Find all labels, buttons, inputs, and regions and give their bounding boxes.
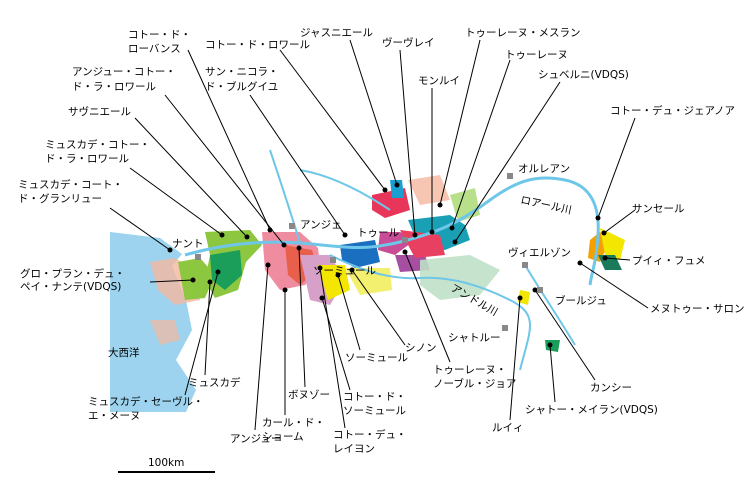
label: コトー・ド・ (343, 391, 406, 403)
label: ジャスニエール (300, 27, 373, 39)
labels: コトー・ド・ ローバンス コトー・ド・ロワール ジャスニエール ヴーヴレイ トゥ… (18, 27, 745, 469)
label: ローバンス (128, 43, 181, 55)
label: コトー・ド・ロワール (205, 39, 310, 51)
label: ド・グランリュー (18, 192, 102, 205)
city-label: ブールジュ (555, 294, 607, 307)
city-label: ナント (172, 238, 204, 250)
label: ルイィ (492, 422, 524, 434)
city-label: トゥール (357, 227, 399, 239)
city-markers (195, 173, 543, 331)
label: トゥーレーヌ (505, 49, 568, 61)
label: シノン (405, 342, 437, 354)
label: コトー・デュ・ジェアノア (610, 104, 735, 117)
city-label: ヴィエルゾン (508, 246, 571, 259)
label: ド・ラ・ロワール (72, 81, 156, 93)
label: ソーミュール (343, 405, 406, 417)
label: ペイ・ナンテ(VDQS) (20, 281, 121, 293)
label: カール・ド・ (262, 417, 325, 429)
label: ミュスカデ・セーヴル・ (88, 395, 204, 408)
label: メヌトゥー・サロン (650, 303, 745, 315)
city-label: アンジェ (300, 219, 342, 231)
label: アンジュー・コトー・ (72, 66, 176, 78)
label: エ・メーヌ (88, 410, 141, 422)
city-label: オルレアン (518, 163, 570, 175)
label: ミュスカデ・コトー・ (45, 138, 150, 151)
city-label: ソーミュール (313, 265, 376, 277)
label: ド・ブルグイユ (205, 80, 278, 93)
label: カンシー (590, 382, 632, 394)
label: モンルイ (418, 75, 460, 87)
leaders (109, 39, 649, 431)
rivers (184, 149, 600, 371)
label: シュベルニ(VDQS) (538, 69, 629, 81)
city-label: シャトルー (448, 332, 501, 344)
label: コトー・ド・ (128, 29, 191, 41)
scale-label: 100km (148, 457, 184, 469)
label: ド・ラ・ロワール (45, 153, 129, 165)
label: トゥーレーヌ・ (433, 364, 507, 376)
label: レイヨン (333, 443, 375, 455)
label: グロ・プラン・デュ・ (20, 267, 125, 280)
river-label: ロアール川 (519, 194, 572, 217)
label: トゥーレーヌ・メスラン (465, 27, 581, 39)
label: サヴニエール (68, 105, 131, 118)
label: ミュスカデ (188, 376, 241, 389)
label: ボヌゾー (288, 389, 330, 401)
sea-label: 大西洋 (108, 346, 140, 359)
label: ショーム (262, 431, 304, 443)
label: アンジュー (230, 433, 281, 445)
dots (167, 182, 608, 348)
label: ヴーヴレイ (382, 36, 435, 49)
label: ミュスカデ・コート・ (18, 178, 123, 191)
label: サン・ニコラ・ (205, 66, 279, 78)
label: サンセール (632, 203, 685, 215)
label: シャトー・メイラン(VDQS) (525, 404, 658, 416)
label: ノーブル・ジョア (433, 377, 516, 390)
label: コトー・デュ・ (333, 428, 407, 441)
label: プイィ・フュメ (632, 255, 706, 267)
label: ソーミュール (345, 352, 408, 364)
